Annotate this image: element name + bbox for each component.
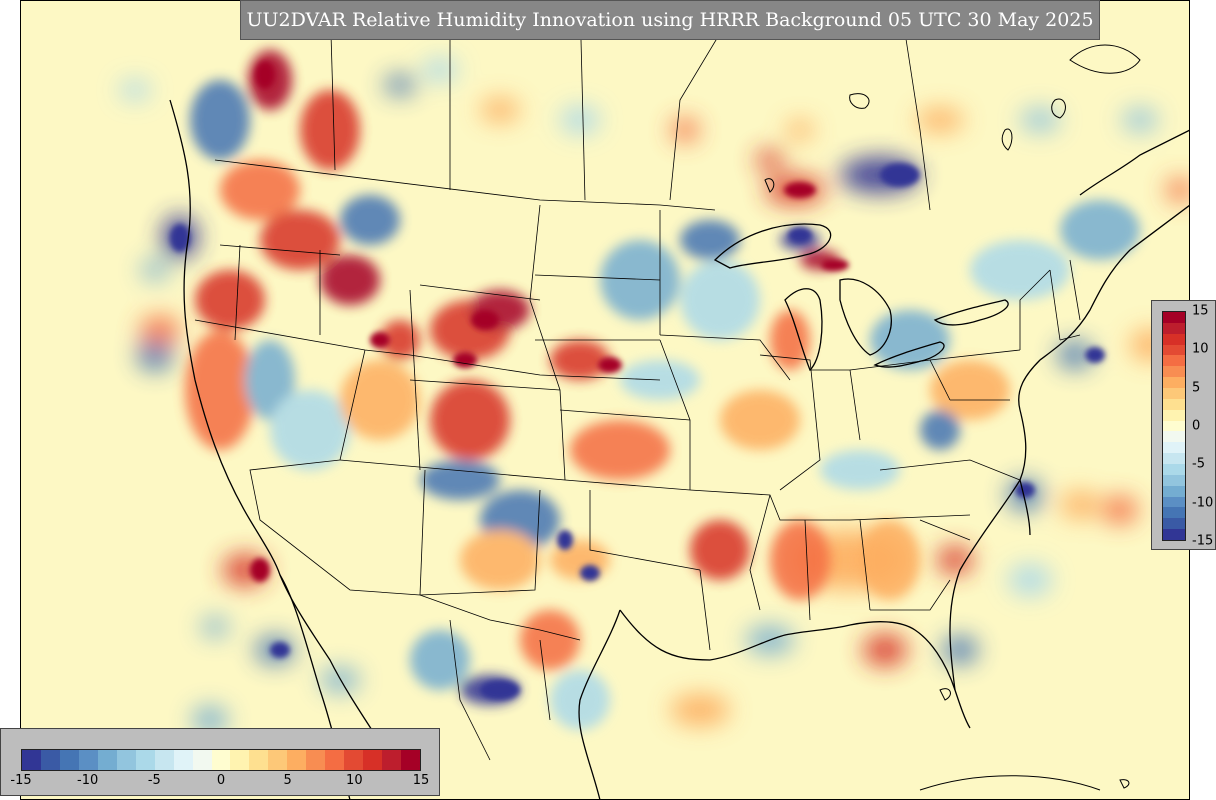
colorbar-swatch: [401, 750, 421, 770]
colorbar-swatch: [287, 750, 307, 770]
colorbar-swatch: [211, 750, 231, 770]
colorbar-swatch: [59, 750, 79, 770]
vcb-tick-label: -10: [1192, 495, 1214, 511]
colorbar-swatch: [268, 750, 288, 770]
mexico-borders: [419, 594, 581, 761]
hcb-tick-label: -10: [77, 773, 99, 788]
vertical-colorbar-scale: [1162, 311, 1186, 541]
state-borders: [194, 159, 1081, 651]
colorbar-swatch: [1163, 485, 1185, 497]
horizontal-colorbar-scale: [21, 749, 421, 771]
hcb-tick-label: -15: [10, 773, 32, 788]
innovation-field-extremes: [170, 61, 1105, 700]
hcb-tick-label: -5: [147, 773, 161, 788]
colorbar-swatch: [1163, 496, 1185, 508]
colorbar-swatch: [78, 750, 98, 770]
hcb-tick-label: 15: [412, 773, 430, 788]
hcb-tick-label: 10: [346, 773, 363, 788]
hcb-tick-label: 0: [216, 773, 226, 788]
map-title: UU2DVAR Relative Humidity Innovation usi…: [240, 0, 1100, 40]
colorbar-swatch: [1163, 388, 1185, 399]
colorbar-swatch: [1163, 507, 1185, 519]
humidity-innovation-map[interactable]: [20, 0, 1190, 800]
colorbar-swatch: [173, 750, 193, 770]
colorbar-swatch: [325, 750, 345, 770]
colorbar-swatch: [363, 750, 383, 770]
colorbar-swatch: [1163, 464, 1185, 475]
colorbar-swatch: [1163, 377, 1185, 389]
vertical-colorbar: 15 10 5 0 -5 -10 -15: [1151, 300, 1216, 550]
colorbar-swatch: [344, 750, 364, 770]
vcb-tick-label: 15: [1192, 303, 1209, 319]
colorbar-swatch: [1163, 420, 1185, 432]
colorbar-swatch: [1163, 529, 1185, 541]
vcb-tick-label: -5: [1192, 456, 1205, 472]
great-lakes: [713, 223, 1009, 372]
colorbar-swatch: [249, 750, 269, 770]
colorbar-swatch: [1163, 355, 1185, 367]
colorbar-swatch: [192, 750, 212, 770]
colorbar-swatch: [40, 750, 60, 770]
colorbar-swatch: [22, 750, 41, 770]
islands: [764, 44, 1141, 791]
colorbar-swatch: [230, 750, 250, 770]
colorbar-swatch: [1163, 322, 1185, 334]
colorbar-swatch: [135, 750, 155, 770]
colorbar-swatch: [382, 750, 402, 770]
colorbar-swatch: [1163, 442, 1185, 454]
horizontal-colorbar: -15 -10 -5 0 5 10 15: [0, 728, 440, 796]
colorbar-swatch: [1163, 453, 1185, 465]
colorbar-swatch: [154, 750, 174, 770]
colorbar-swatch: [306, 750, 326, 770]
colorbar-swatch: [1163, 366, 1185, 378]
vcb-tick-label: -15: [1192, 533, 1214, 549]
map-panel[interactable]: [20, 0, 1190, 800]
colorbar-swatch: [1163, 409, 1185, 421]
colorbar-swatch: [1163, 431, 1185, 443]
vcb-tick-label: 0: [1192, 418, 1201, 434]
colorbar-swatch: [1163, 333, 1185, 345]
vcb-tick-label: 10: [1192, 341, 1209, 357]
colorbar-swatch: [1163, 344, 1185, 356]
vcb-tick-label: 5: [1192, 380, 1201, 396]
hcb-tick-label: 5: [283, 773, 292, 788]
colorbar-swatch: [1163, 312, 1185, 323]
colorbar-swatch: [116, 750, 136, 770]
colorbar-swatch: [97, 750, 117, 770]
colorbar-swatch: [1163, 398, 1185, 410]
colorbar-swatch: [1163, 518, 1185, 530]
colorbar-swatch: [1163, 474, 1185, 486]
